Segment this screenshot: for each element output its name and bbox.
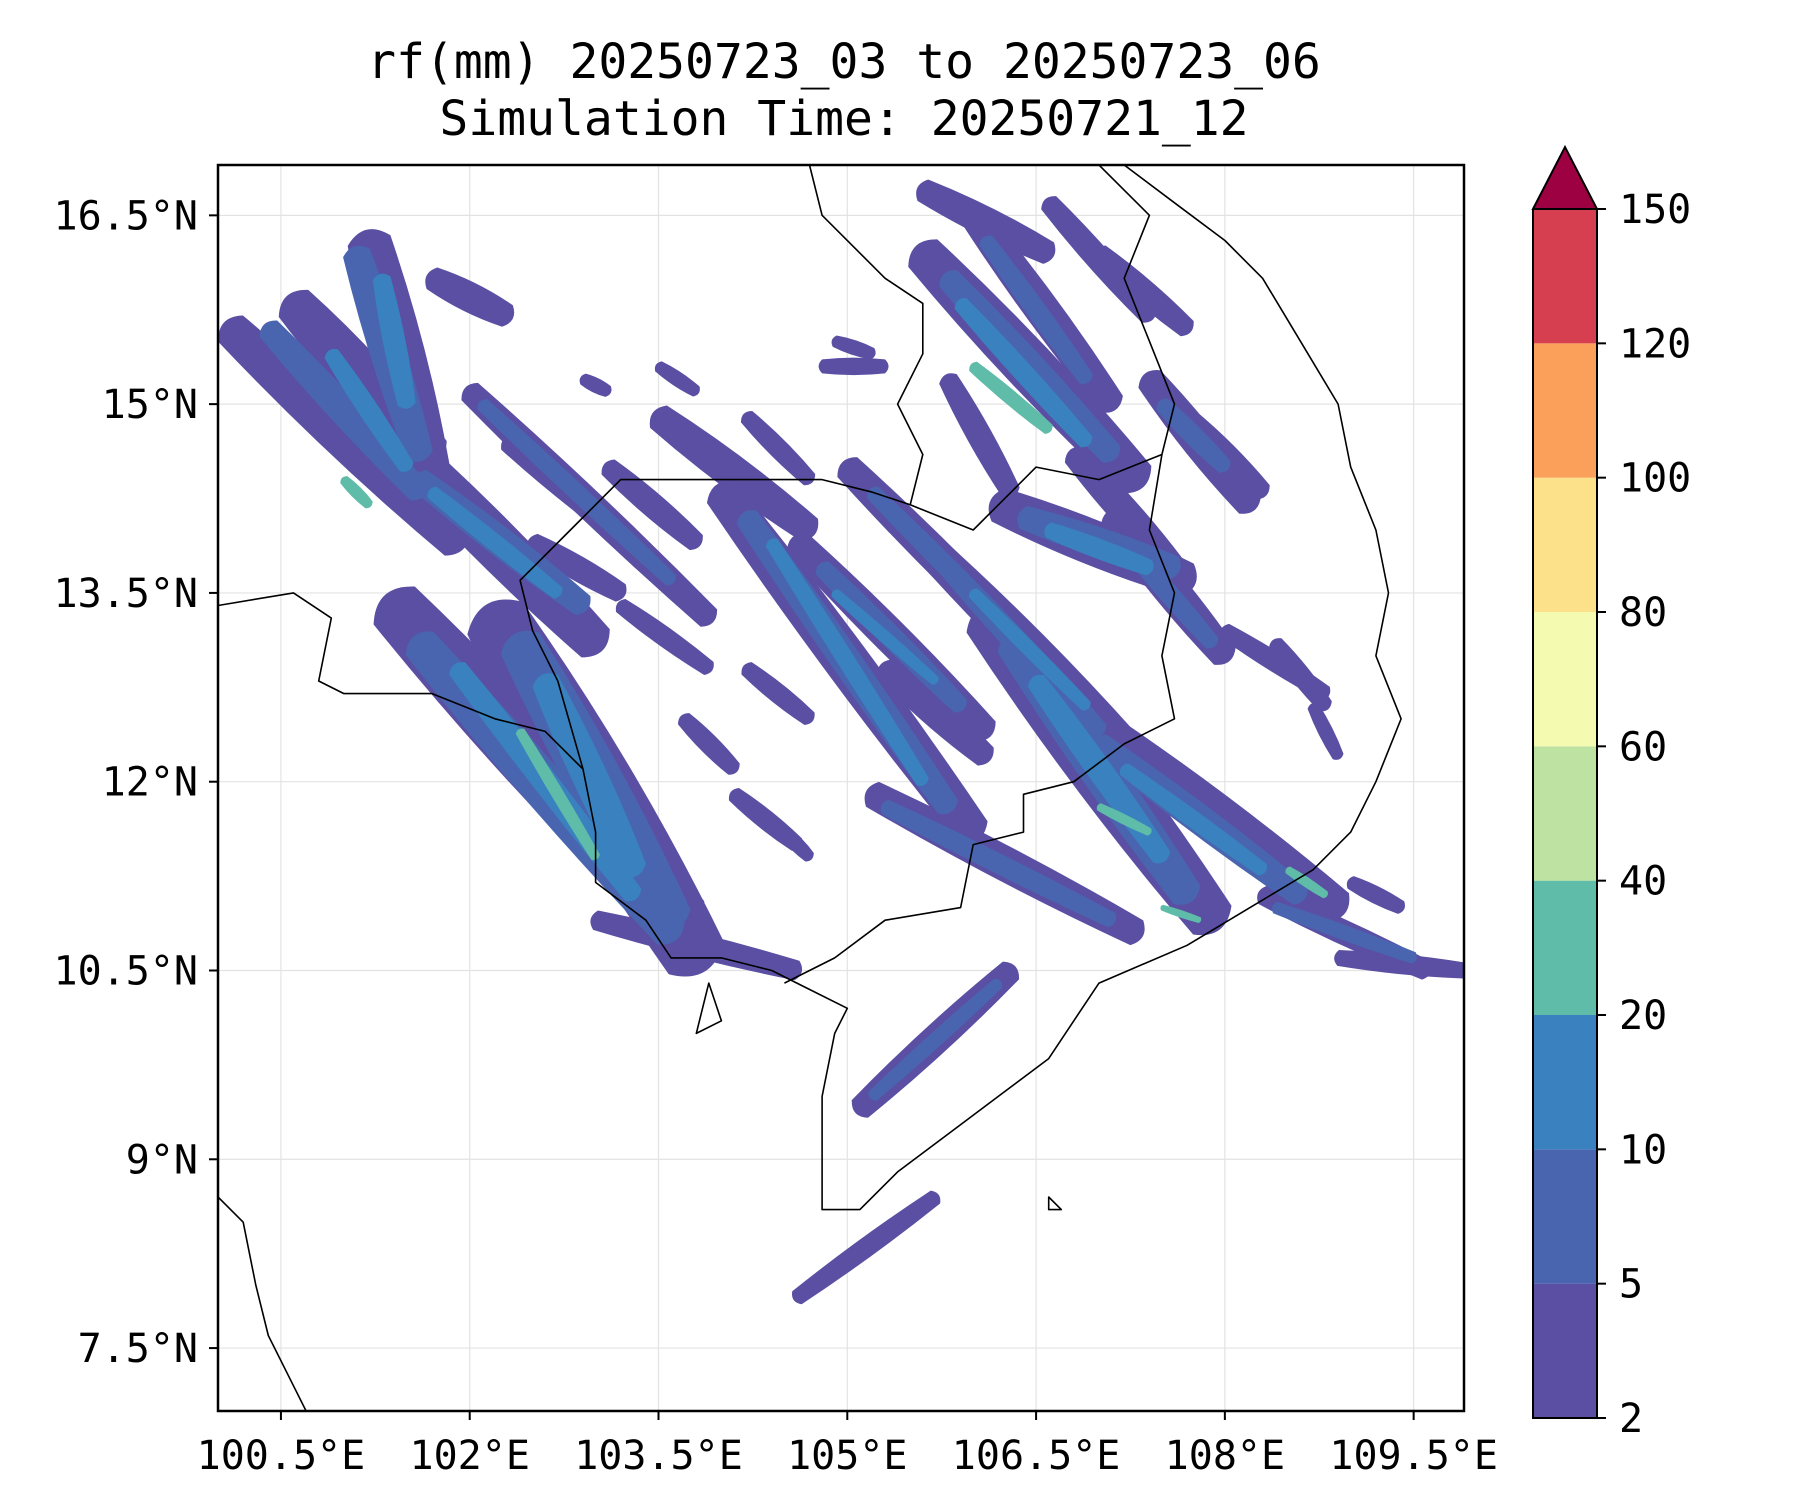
y-tick-label: 12°N bbox=[102, 760, 198, 806]
rainfall-cell bbox=[425, 267, 515, 327]
map-area bbox=[218, 165, 1464, 1411]
y-tick-label: 15°N bbox=[102, 382, 198, 428]
colorbar-tick-label: 80 bbox=[1619, 590, 1667, 636]
colorbar-tick-label: 100 bbox=[1619, 456, 1691, 502]
rainfall-cell bbox=[1096, 803, 1152, 836]
rainfall-cell bbox=[1334, 949, 1464, 979]
rainfall-cell bbox=[579, 373, 612, 397]
island-outline bbox=[695, 982, 723, 1035]
colorbar-segment bbox=[1533, 343, 1597, 478]
colorbar-tick-label: 5 bbox=[1619, 1262, 1643, 1308]
rainfall-cell bbox=[340, 476, 373, 509]
x-tick-label: 105°E bbox=[787, 1433, 907, 1479]
x-tick-label: 103.5°E bbox=[574, 1433, 743, 1479]
rainfall-cell bbox=[654, 361, 700, 397]
island-outline bbox=[1047, 1196, 1063, 1211]
x-tick-label: 102°E bbox=[410, 1433, 530, 1479]
rainfall-cell bbox=[818, 357, 889, 376]
latitude-axis: 16.5°N 15°N 13.5°N 12°N 10.5°N 9°N 7.5°N bbox=[54, 193, 218, 1372]
colorbar-segment bbox=[1533, 477, 1597, 612]
rainfall-cell bbox=[526, 533, 627, 602]
y-tick-label: 16.5°N bbox=[54, 193, 199, 239]
colorbar-segment bbox=[1533, 1149, 1597, 1284]
rainfall-cell bbox=[1027, 674, 1171, 864]
rainfall-cell bbox=[954, 298, 1093, 448]
rainfall-cell bbox=[1156, 398, 1231, 473]
rainfall-cell bbox=[741, 662, 815, 726]
rainfall-cell bbox=[1285, 866, 1328, 899]
coastline-segment bbox=[519, 478, 873, 770]
rainfall-cell bbox=[1092, 245, 1194, 337]
rainfall-cell bbox=[259, 320, 429, 501]
rainfall-cell bbox=[740, 411, 816, 486]
rainfall-cell bbox=[678, 713, 740, 775]
y-tick-label: 7.5°N bbox=[78, 1326, 198, 1372]
rainfall-cell bbox=[1268, 638, 1332, 712]
coastline-segment bbox=[909, 165, 1176, 531]
rainfall-cell bbox=[324, 348, 414, 472]
rainfall-cell bbox=[728, 788, 803, 851]
coastline-segment bbox=[784, 454, 1176, 984]
coastline-segment bbox=[218, 1196, 307, 1411]
x-tick-label: 109.5°E bbox=[1329, 1433, 1498, 1479]
coastline-segment bbox=[218, 592, 772, 972]
colorbar-segment bbox=[1533, 209, 1597, 344]
rainfall-cell bbox=[831, 589, 939, 685]
rainfall-cell bbox=[1307, 702, 1344, 760]
y-tick-label: 10.5°N bbox=[54, 948, 199, 994]
rainfall-cell bbox=[969, 361, 1053, 434]
colorbar-tick-label: 2 bbox=[1619, 1396, 1643, 1442]
rainfall-cell bbox=[477, 399, 676, 586]
colorbar-segment bbox=[1533, 746, 1597, 881]
rainfall-band-20-40mm bbox=[340, 361, 1328, 923]
colorbar: 2 5 10 20 40 60 80 100 120 150 bbox=[1531, 144, 1691, 1442]
longitude-axis: 100.5°E 102°E 103.5°E 105°E 106.5°E 108°E 109.… bbox=[197, 1411, 1498, 1479]
rainfall-cell bbox=[765, 538, 929, 786]
title-line-1: rf(mm) 20250723_03 to 20250723_06 bbox=[367, 34, 1321, 90]
map-frame bbox=[216, 163, 1466, 1413]
y-tick-label: 13.5°N bbox=[54, 571, 199, 617]
rainfall-cell bbox=[532, 673, 647, 878]
colorbar-tick-label: 120 bbox=[1619, 321, 1691, 367]
y-tick-label: 9°N bbox=[126, 1137, 198, 1183]
rainfall-cell bbox=[372, 273, 416, 409]
colorbar-outline bbox=[1532, 209, 1598, 1419]
rainfall-cell bbox=[601, 459, 703, 551]
rainfall-cell bbox=[868, 978, 1003, 1101]
rainfall-cell bbox=[792, 1190, 941, 1305]
x-tick-label: 100.5°E bbox=[197, 1433, 366, 1479]
colorbar-segment bbox=[1533, 880, 1597, 1015]
rainfall-cell bbox=[515, 728, 600, 861]
x-tick-label: 106.5°E bbox=[952, 1433, 1121, 1479]
title-line-2: Simulation Time: 20250721_12 bbox=[439, 91, 1248, 147]
rainfall-cell bbox=[1119, 763, 1267, 876]
coastlines-and-borders bbox=[218, 165, 1402, 1411]
rainfall-cell bbox=[877, 659, 994, 766]
colorbar-segment bbox=[1533, 1283, 1597, 1418]
coastline-segment bbox=[808, 165, 924, 506]
rainfall-cell bbox=[615, 598, 714, 675]
rainfall-cell bbox=[1044, 522, 1154, 576]
rainfall-cell bbox=[968, 588, 1091, 711]
colorbar-segment bbox=[1533, 1015, 1597, 1150]
colorbar-extend-arrow bbox=[1531, 144, 1599, 210]
rainfall-cell bbox=[427, 486, 563, 599]
rainfall-cell bbox=[880, 799, 1117, 928]
colorbar-tick-label: 20 bbox=[1619, 993, 1667, 1039]
colorbar-tick-label: 60 bbox=[1619, 724, 1667, 770]
rainfall-cell bbox=[979, 235, 1093, 384]
x-tick-label: 108°E bbox=[1165, 1433, 1285, 1479]
rainfall-cell bbox=[1346, 876, 1405, 914]
colorbar-tick-label: 40 bbox=[1619, 859, 1667, 905]
rainfall-cell bbox=[1272, 901, 1417, 964]
colorbar-tick-label: 150 bbox=[1619, 187, 1691, 233]
rainfall-cell bbox=[649, 405, 819, 542]
rainfall-cell bbox=[939, 373, 1020, 498]
rainfall-cell bbox=[1160, 904, 1202, 923]
rainfall-cell bbox=[831, 335, 876, 360]
colorbar-segment bbox=[1533, 612, 1597, 747]
colorbar-tick-label: 10 bbox=[1619, 1127, 1667, 1173]
coastline-segment bbox=[771, 165, 1402, 1211]
